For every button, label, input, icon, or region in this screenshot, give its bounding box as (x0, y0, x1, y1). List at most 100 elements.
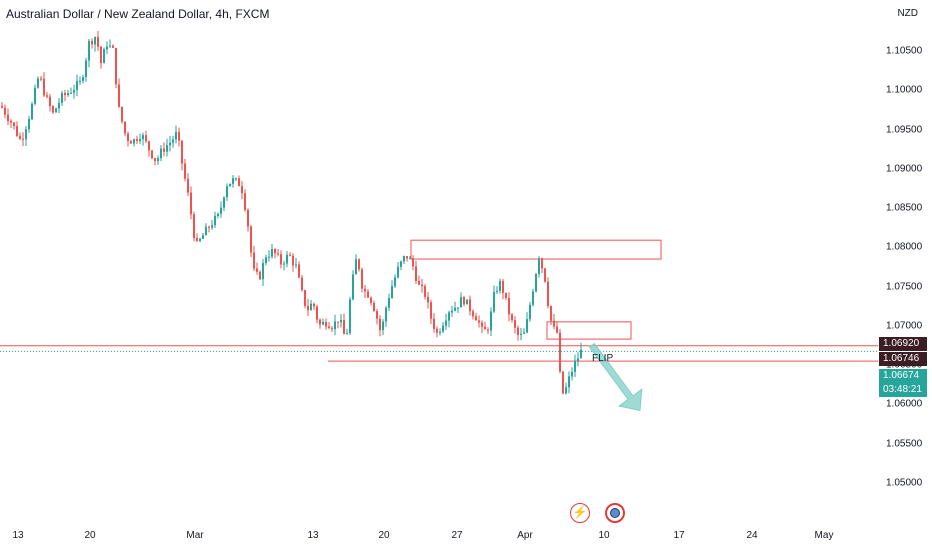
supply-zone-1 (546, 321, 632, 340)
candle-body (106, 46, 108, 50)
candle-body (436, 328, 438, 333)
candle-body (352, 274, 354, 300)
candle-body (79, 80, 81, 82)
candle-body (238, 178, 240, 187)
candle-body (163, 148, 165, 152)
candle-body (349, 299, 351, 334)
candle-body (319, 319, 321, 325)
candle-body (160, 148, 162, 159)
candle-body (250, 226, 252, 253)
chart-plot-area[interactable] (0, 0, 878, 522)
candle-body (544, 268, 546, 282)
candle-body (400, 261, 402, 267)
candle-body (202, 235, 204, 239)
candle-body (328, 326, 330, 329)
candle-body (232, 178, 234, 184)
candle-body (499, 281, 501, 291)
candle-body (22, 138, 24, 140)
price-axis[interactable]: 1.10500 1.10000 1.09500 1.09000 1.08500 1.080… (878, 0, 932, 522)
candle-body (322, 322, 324, 325)
candle-body (94, 36, 96, 45)
candlestick-chart (0, 30, 878, 412)
candle-body (508, 297, 510, 315)
candle-body (115, 47, 117, 85)
candle-body (343, 319, 345, 335)
candle-body (82, 77, 84, 81)
candle-body (235, 178, 237, 180)
time-axis[interactable]: 13 20 Mar 13 20 27 Apr 10 17 24 May (0, 522, 878, 550)
candle-body (286, 254, 288, 264)
candle-body (421, 284, 423, 287)
candle-body (133, 139, 135, 144)
candle-body (52, 106, 54, 113)
candle-body (460, 297, 462, 308)
candle-body (511, 314, 513, 321)
candle-body (118, 84, 120, 107)
candle-body (316, 306, 318, 320)
candle-body (292, 255, 294, 266)
candle-body (397, 266, 399, 278)
candle-body (76, 81, 78, 91)
candle-body (205, 226, 207, 236)
time-tick-label: 24 (746, 530, 758, 541)
candle-body (430, 302, 432, 319)
candle-body (64, 93, 66, 96)
price-tick-label: 1.05500 (886, 438, 923, 449)
candle-body (91, 40, 93, 45)
candle-body (100, 46, 102, 64)
candle-body (574, 361, 576, 372)
candle-body (148, 141, 150, 151)
candle-body (358, 259, 360, 270)
flash-icon[interactable]: ⚡ (570, 503, 590, 523)
candle-body (541, 258, 543, 269)
candle-body (433, 318, 435, 329)
candle-body (28, 119, 30, 130)
candle-body (139, 139, 141, 142)
candle-body (571, 371, 573, 377)
time-tick-label: 20 (378, 530, 390, 541)
candle-body (289, 254, 291, 256)
candle-body (367, 291, 369, 298)
candle-body (109, 45, 111, 47)
candle-body (136, 139, 138, 142)
candle-body (535, 274, 537, 292)
economic-event-icon[interactable] (605, 503, 625, 523)
candle-body (154, 158, 156, 162)
candle-body (283, 263, 285, 265)
price-tick-label: 1.05000 (886, 477, 923, 489)
candle-body (271, 249, 273, 257)
candle-body (487, 329, 489, 331)
candle-body (532, 291, 534, 305)
candle-body (121, 106, 123, 122)
candle-body (310, 303, 312, 311)
candle-body (493, 291, 495, 312)
candle-body (514, 320, 516, 328)
candle-body (478, 320, 480, 323)
candle-body (253, 252, 255, 269)
candle-body (538, 258, 540, 275)
candle-body (25, 129, 27, 140)
candle-body (454, 307, 456, 311)
candle-body (298, 264, 300, 278)
candle-body (244, 193, 246, 210)
candle-body (127, 133, 129, 142)
candle-body (241, 186, 243, 194)
candle-body (562, 371, 564, 394)
candle-body (193, 214, 195, 239)
candle-body (112, 45, 114, 48)
candle-body (568, 376, 570, 388)
candle-body (295, 264, 297, 266)
price-tag-current: 1.06674 (879, 369, 927, 383)
candle-body (10, 120, 12, 123)
candle-body (304, 290, 306, 306)
candle-body (97, 36, 99, 47)
candle-body (1, 105, 3, 108)
candle-body (280, 254, 282, 265)
candle-body (364, 288, 366, 292)
time-tick-label: Mar (186, 530, 204, 541)
price-tick-label: 1.08000 (886, 241, 923, 253)
candle-body (103, 49, 105, 64)
candle-body (196, 238, 198, 241)
candle-body (409, 258, 411, 260)
price-tag-lower: 1.06746 (879, 352, 927, 366)
